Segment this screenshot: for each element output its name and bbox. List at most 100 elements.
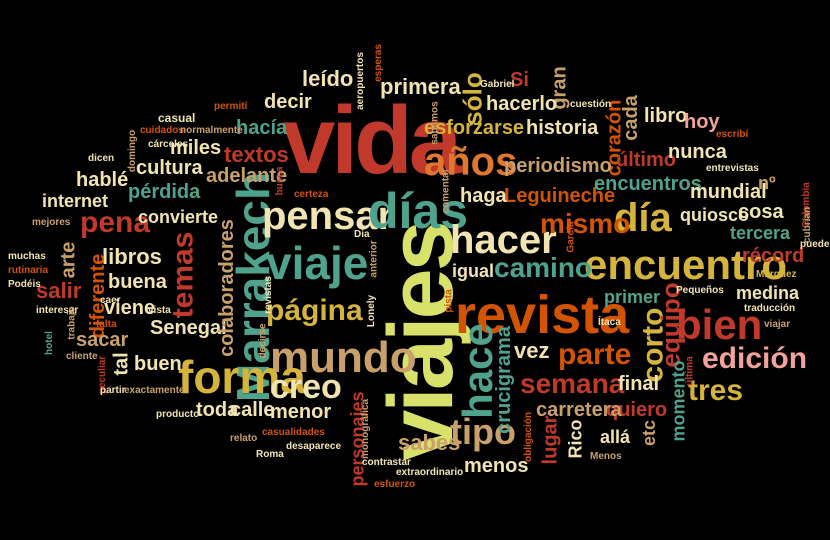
word-cuestion: cuestión	[570, 99, 612, 110]
word-anos: años	[424, 140, 518, 184]
word-buena: buena	[108, 271, 167, 293]
word-igual: igual	[452, 261, 495, 281]
word-tipo: tipo	[450, 411, 516, 452]
word-domingo: domingo	[127, 129, 139, 173]
word-primera: primera	[380, 74, 461, 99]
word-decirse: decirse	[257, 323, 269, 359]
word-etc: etc	[639, 419, 660, 447]
word-salir: salir	[36, 278, 82, 303]
word-nunca: nunca	[668, 141, 727, 163]
word-vida: vida	[282, 87, 462, 194]
word-creo: creo	[270, 368, 342, 406]
word-quiosco: quiosco	[680, 205, 750, 225]
word-caer: caer	[100, 295, 121, 306]
word-trabajo: trabajo	[66, 306, 78, 340]
word-casual: casual	[158, 111, 196, 125]
word-revistas: revistas	[262, 276, 274, 314]
word-ultimo: último	[616, 149, 676, 171]
word-itaca: Ítaca	[598, 317, 621, 328]
word-marquez: Márquez	[756, 269, 797, 280]
word-hoy: hoy	[684, 111, 720, 133]
word-bien: bien	[676, 301, 763, 348]
word-falta: falta	[96, 319, 117, 330]
word-vez: vez	[514, 338, 550, 363]
word-relato: relato	[230, 433, 258, 444]
word-viaje: viaje	[266, 237, 369, 289]
word-menor: menor	[270, 401, 332, 423]
word-cubrian: cubrían	[802, 206, 814, 244]
word-dia: día	[614, 196, 672, 240]
word-permiti: permití	[214, 101, 248, 112]
word-edicion: edición	[702, 342, 808, 375]
word-hacer: hacer	[450, 218, 557, 262]
word-hacerlo: hacerlo	[486, 93, 558, 115]
word-si: Si	[510, 69, 529, 91]
word-leguineche: Leguineche	[504, 185, 616, 207]
word-miles: miles	[170, 137, 222, 159]
word-tal: tal	[110, 352, 133, 376]
word-mundo: mundo	[270, 333, 417, 382]
word-quiero: quiero	[606, 399, 668, 421]
word-obligacion: obligación	[523, 412, 534, 462]
word-parte: parte	[558, 338, 632, 371]
word-lugar: lugar	[539, 415, 562, 465]
word-senegal: Senegal	[150, 317, 227, 339]
word-colaboradores: colaboradores	[215, 219, 238, 357]
word-gabriel: Gabriel	[480, 79, 515, 90]
word-esforzarse: esforzarse	[424, 117, 525, 139]
word-semana: semana	[520, 368, 625, 399]
word-contrastar: contrastar	[362, 457, 411, 468]
word-ultima: última	[684, 356, 696, 386]
word-mundial: mundial	[690, 181, 767, 203]
word-pista: pista	[443, 289, 455, 313]
word-exactamente: exactamente	[124, 385, 185, 396]
word-convierte: convierte	[138, 207, 219, 227]
word-certeza: certeza	[294, 189, 329, 200]
word-arte: arte	[57, 241, 80, 279]
word-normalmente: normalmente	[180, 125, 243, 136]
word-temas: temas	[166, 231, 200, 319]
word-cliente: cliente	[66, 351, 98, 362]
word-producto: producto	[156, 409, 200, 420]
word-sabes: sabes	[398, 430, 461, 455]
word-viene: viene	[104, 297, 156, 319]
word-pequenos: Pequeños	[676, 285, 724, 296]
word-encuentro: encuentro	[584, 241, 788, 288]
word-tres: tres	[688, 374, 744, 407]
word-casualidades: casualidades	[262, 427, 325, 438]
word-traduccion: traducción	[744, 303, 796, 314]
word-periodismo: periodismo	[504, 155, 612, 177]
word-cuidados: cuidados	[140, 125, 184, 136]
word-dia-small: Dia	[354, 229, 370, 240]
word-busca: busca	[274, 166, 286, 196]
word-comentar: comentar	[440, 168, 452, 214]
word-hacia: hacía	[236, 117, 288, 139]
word-calle: calle	[230, 399, 275, 421]
word-roma: Roma	[256, 449, 284, 460]
word-libro: libro	[644, 105, 688, 127]
word-esperas: esperas	[372, 44, 384, 82]
word-desaparece: desaparece	[286, 441, 342, 452]
word-menos-small: Menos	[590, 451, 622, 462]
word-final: final	[618, 373, 660, 395]
word-entrevistas: entrevistas	[706, 163, 759, 174]
word-dicen: dicen	[88, 153, 115, 164]
word-mismo: mismo	[540, 208, 631, 239]
word-buen: buen	[134, 353, 182, 375]
word-sacar: sacar	[76, 329, 129, 351]
word-lonely: Lonely	[366, 294, 378, 328]
word-aeropuertos: aeropuertos	[354, 52, 366, 110]
word-haga: haga	[460, 185, 507, 207]
word-interesar: interesar	[36, 305, 79, 316]
word-encuentros: encuentros	[594, 173, 702, 195]
word-vista: vista	[148, 305, 171, 316]
word-podeis: Podéis	[8, 279, 41, 290]
word-dias: días	[368, 183, 469, 239]
word-carceles: cárceles	[148, 139, 189, 150]
word-forma: forma	[178, 351, 306, 403]
word-hable: hablé	[76, 169, 129, 191]
word-historia: historia	[526, 117, 599, 139]
word-rico: Rico	[565, 419, 586, 459]
word-mejores: mejores	[32, 217, 71, 228]
word-perdida: pérdida	[128, 181, 201, 203]
